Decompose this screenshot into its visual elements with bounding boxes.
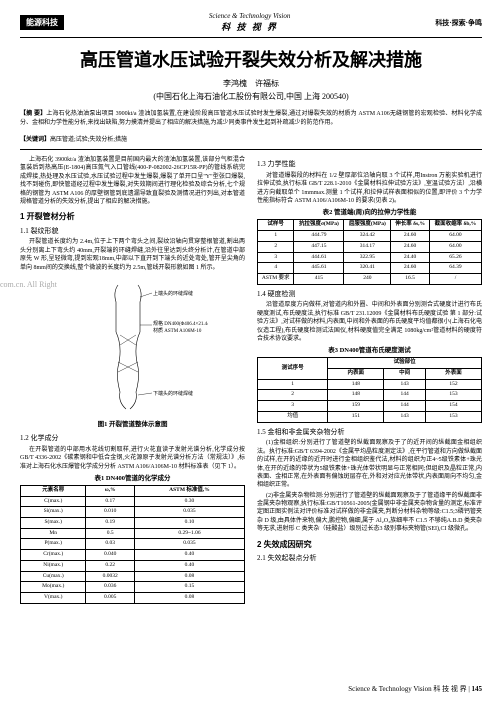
section-1-1-title: 1.1 裂纹形貌 — [20, 227, 245, 237]
footer: Science & Technology Vision 科 技 视 界 | 14… — [348, 684, 482, 694]
figure-1: 上端头的环缝焊缝 规格 DN400(Φ406.4×21.44) 材质 ASTM … — [20, 277, 245, 429]
svg-text:上端头的环缝焊缝: 上端头的环缝焊缝 — [153, 290, 193, 297]
table-2: 试样号抗拉强度σ(MPa)屈服强度(MPa)伸长率 δs,%截面收缩率 δb,%… — [257, 219, 482, 284]
section-1-4-title: 1.4 硬度检测 — [257, 290, 482, 300]
left-column: 上海石化 3900kt/a 渣油加氢装置是目前国内最大的渣油加氢装置,该部分气柜… — [20, 156, 245, 609]
watermark: com.cn. All Right — [0, 280, 57, 289]
section-1-3-text: 对管道爆裂段的材料在 1/2 壁厚部位沿轴向取 3 个试样,用Instron 万… — [257, 172, 482, 206]
section-1-5-text-1: (1)金相组织:分别进行了管道壁的纵截面观察及于了的近开间的纵截面金相组织法。执… — [257, 439, 482, 489]
header-right: 科技·探索·争鸣 — [435, 18, 482, 28]
header-left-tag: 能源科技 — [20, 15, 64, 30]
table-1: 元素名称ω,%ASTM 标准值,%C(max.)0.170.30Si(max.)… — [20, 485, 245, 604]
table-3: 测试序号试验部位 内表面中间外表面 1148143152214814415331… — [257, 357, 482, 422]
section-2-1-title: 2.1 失效起裂点分析 — [257, 554, 482, 564]
table-2-caption: 表2 管道端(周)向的拉伸力学性能 — [257, 208, 482, 217]
section-1-2-title: 1.2 化学成分 — [20, 434, 245, 444]
section-1-2-text: 在开裂管道的中部用水花线切割取样,进行火花直读子发射光谱分析,化学成分按 GB/… — [20, 446, 245, 471]
right-column: 1.3 力学性能 对管道爆裂段的材料在 1/2 壁厚部位沿轴向取 3 个试样,用… — [257, 156, 482, 609]
section-1-title: 1 开裂管材分析 — [20, 211, 245, 222]
section-1-1-text: 开裂管道长度约为 2.4m,位于上下两个弯头之间,裂纹沿轴向贯穿整根管道,割出两… — [20, 238, 245, 272]
svg-text:规格 DN400(Φ406.4×21.44): 规格 DN400(Φ406.4×21.44) — [153, 320, 208, 327]
svg-text:下端头的环缝焊缝: 下端头的环缝焊缝 — [153, 390, 193, 397]
section-1-5-text-2: (2)非金属夹杂物检测:分别进行了管道壁的纵截面观察及于了管道缘平的纵截面非金属… — [257, 492, 482, 534]
table-3-caption: 表3 DN400管道布氏硬度测试 — [257, 346, 482, 355]
section-2-title: 2 失效成因研究 — [257, 539, 482, 550]
intro-para: 上海石化 3900kt/a 渣油加氢装置是目前国内最大的渣油加氢装置,该部分气柜… — [20, 156, 245, 206]
affiliation: (中国石化上海石油化工股份有限公司,中国 上海 200540) — [20, 91, 482, 102]
section-1-3-title: 1.3 力学性能 — [257, 160, 482, 170]
svg-text:材质 ASTM A106M-10: 材质 ASTM A106M-10 — [153, 327, 202, 334]
abstract-rule — [20, 149, 482, 150]
section-1-4-text: 沿管道厚度方向做样,对管道内和外圈、中间和外表面分别测合式硬度计进行布氏硬度测试… — [257, 301, 482, 343]
section-1-5-title: 1.5 金相和非金属夹杂物分析 — [257, 428, 482, 438]
header-center: Science & Technology Vision 科 技 视 界 — [209, 12, 290, 33]
top-rule — [20, 37, 482, 38]
abstract: 【摘 要】上海石化热油油泵出项目 3900kt/a 渣油加氢装置,在建设阶段高压… — [20, 110, 482, 128]
keywords: 【关键词】高压管道;试验;失效分析;措施 — [20, 134, 482, 143]
figure-1-caption: 图1 开裂管道整体示意图 — [20, 420, 245, 429]
authors: 李鸿槐 许福标 — [20, 78, 482, 89]
table-1-caption: 表1 DN400管道的化学成分 — [20, 474, 245, 483]
article-title: 高压管道水压试验开裂失效分析及解决措施 — [20, 46, 482, 72]
